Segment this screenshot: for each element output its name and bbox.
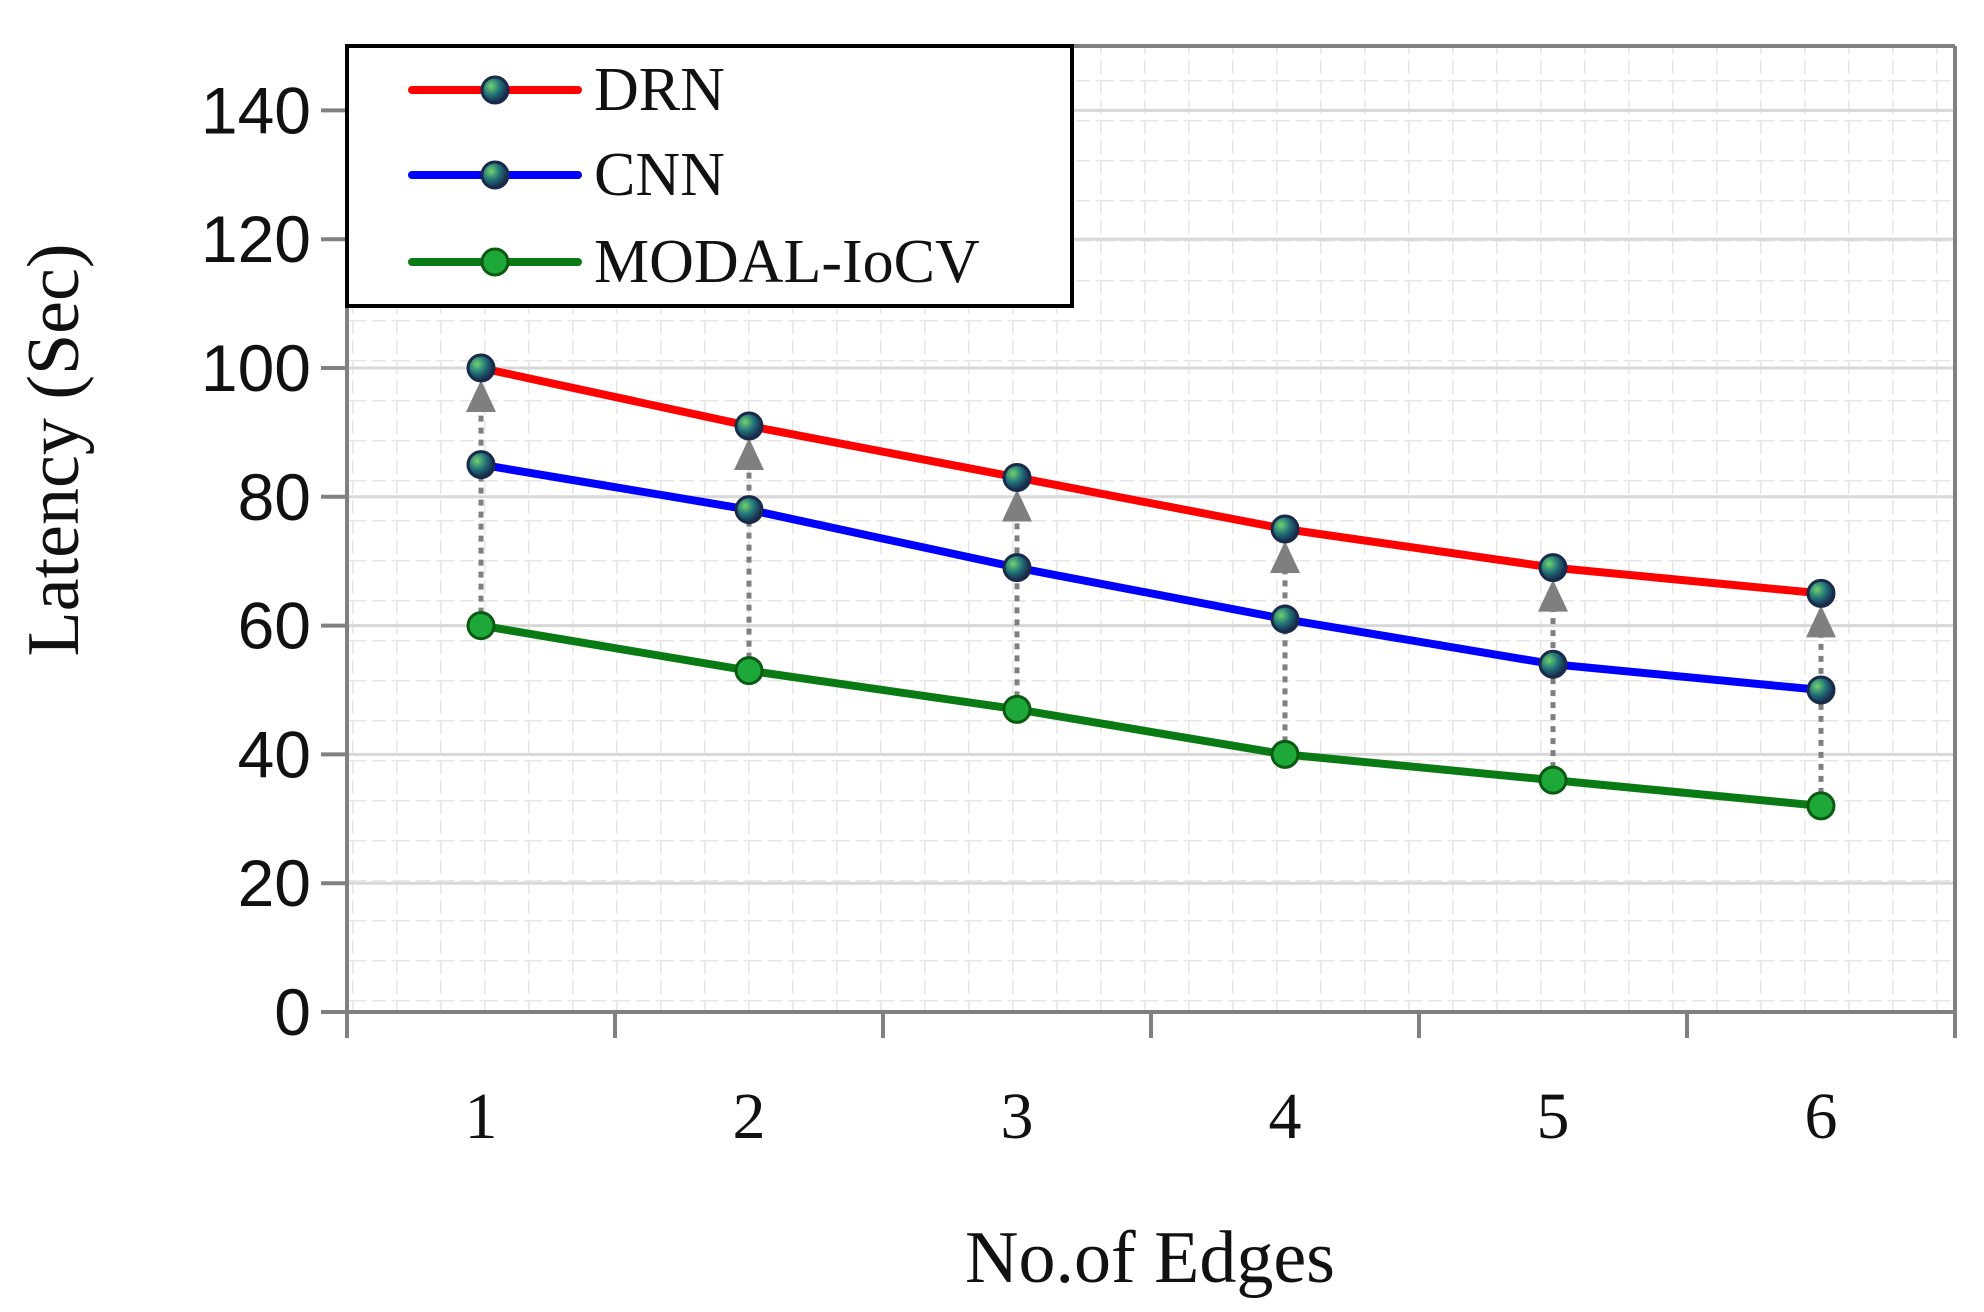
data-point	[466, 353, 496, 383]
difference-arrow-head	[1270, 541, 1300, 573]
data-point	[1270, 514, 1300, 544]
x-axis-ticks: 1 2 3 4 5 6	[345, 1012, 1957, 1153]
y-tick-label: 20	[238, 846, 311, 920]
y-tick-label: 80	[238, 460, 311, 534]
data-point	[466, 450, 496, 480]
legend-label: DRN	[594, 56, 725, 124]
x-tick-label: 6	[1805, 1080, 1838, 1153]
series-line	[477, 460, 1825, 694]
difference-arrow-head	[1538, 579, 1568, 612]
y-tick-label: 100	[201, 331, 311, 405]
data-point	[1806, 791, 1836, 821]
legend-label: MODAL-IoCV	[594, 228, 980, 296]
data-point	[1002, 694, 1032, 724]
x-axis-label: No.of Edges	[965, 1217, 1335, 1299]
data-point	[734, 495, 764, 525]
difference-arrow-head	[466, 380, 496, 412]
x-tick-label: 3	[1001, 1080, 1034, 1153]
legend-label: CNN	[594, 141, 725, 209]
series-line	[477, 621, 1825, 810]
series-lines	[466, 353, 1836, 821]
legend-items: DRN CNN MODAL-IoCV	[408, 56, 980, 296]
data-point	[1002, 553, 1032, 583]
legend-swatch-marker	[480, 75, 510, 105]
data-point	[1538, 553, 1568, 583]
difference-arrow-head	[734, 437, 764, 470]
difference-arrow-head	[1806, 605, 1836, 638]
x-tick-label: 2	[733, 1080, 766, 1153]
y-axis-ticks: 0 20 40 60 80 100 120 140	[201, 73, 347, 1049]
series-line	[477, 364, 1825, 598]
y-tick-label: 0	[274, 975, 311, 1049]
data-point	[466, 611, 496, 641]
x-tick-label: 1	[465, 1080, 498, 1153]
data-point	[1002, 462, 1032, 492]
difference-arrow-head	[1002, 489, 1032, 522]
legend-swatch-marker	[480, 247, 510, 277]
y-tick-label: 120	[201, 202, 311, 276]
data-point	[1538, 765, 1568, 795]
y-tick-label: 140	[201, 73, 311, 147]
data-point	[734, 656, 764, 686]
grid-lines	[347, 108, 1955, 885]
data-point	[1806, 578, 1836, 608]
x-tick-label: 5	[1537, 1080, 1570, 1153]
data-point	[734, 411, 764, 441]
data-point	[1538, 649, 1568, 679]
legend: DRN CNN MODAL-IoCV	[345, 44, 1074, 308]
data-point	[1806, 675, 1836, 705]
x-tick-label: 4	[1269, 1080, 1302, 1153]
y-axis-label: Latency (Sec)	[13, 244, 95, 657]
y-tick-label: 40	[238, 717, 311, 791]
data-point	[1270, 739, 1300, 769]
data-point	[1270, 604, 1300, 634]
y-tick-label: 60	[238, 589, 311, 663]
legend-swatch-marker	[480, 160, 510, 190]
